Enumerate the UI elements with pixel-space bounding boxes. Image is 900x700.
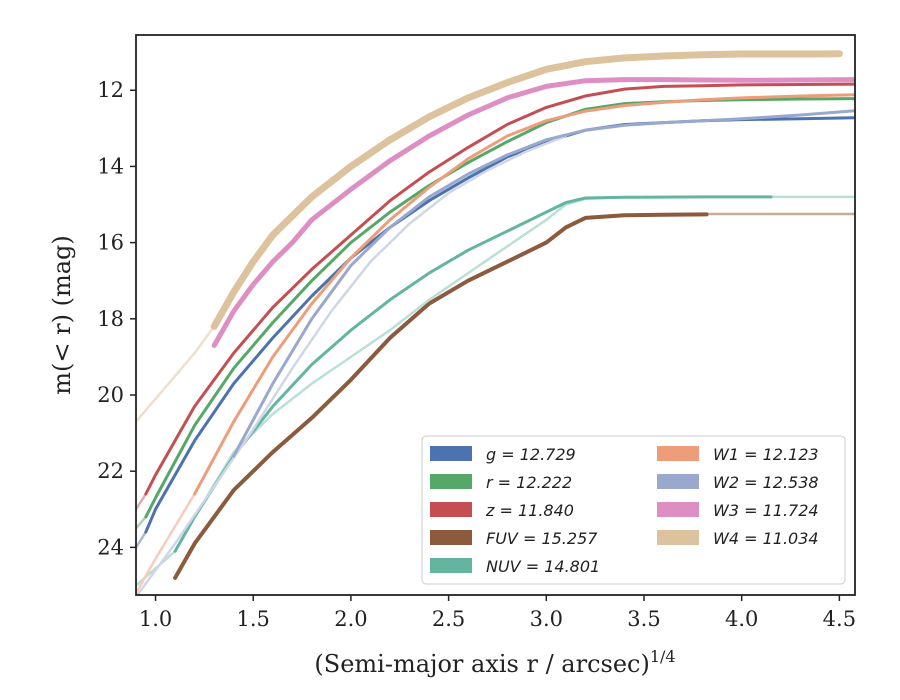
- legend-label: W3 = 11.724: [713, 501, 819, 520]
- series-line-8: [210, 50, 843, 330]
- legend-label: z = 11.840: [485, 501, 574, 520]
- series-line-faint-5: [136, 492, 196, 595]
- series-line-2: [144, 82, 855, 496]
- x-tick-label: 3.0: [530, 607, 563, 631]
- legend-label: r = 12.222: [486, 473, 572, 492]
- x-tick-label: 2.5: [432, 607, 465, 631]
- legend-swatch: [430, 474, 472, 489]
- y-axis-label: m(< r) (mag): [48, 235, 76, 394]
- legend-swatch: [430, 530, 472, 545]
- series-layer: [136, 50, 855, 595]
- series-line-faint-2: [136, 492, 148, 511]
- legend-swatch: [657, 446, 699, 461]
- legend-label: W2 = 12.538: [713, 473, 819, 492]
- x-tick-label: 1.5: [237, 607, 270, 631]
- y-tick-label: 24: [97, 535, 124, 559]
- legend-label: FUV = 15.257: [486, 529, 598, 548]
- y-tick-label: 14: [97, 154, 124, 178]
- x-tick-label: 3.5: [627, 607, 660, 631]
- y-tick-label: 18: [97, 307, 124, 331]
- legend-swatch: [657, 502, 699, 517]
- legend-label: g = 12.729: [486, 445, 576, 464]
- series-line-6: [232, 109, 855, 458]
- series-line-5: [193, 93, 855, 496]
- legend-label: W1 = 12.123: [713, 445, 819, 464]
- legend-swatch: [430, 558, 472, 573]
- series-line-faint-6: [136, 134, 568, 595]
- legend-frame: [421, 435, 846, 585]
- series-line-faint-8: [136, 325, 216, 423]
- y-tick-label: 20: [97, 383, 124, 407]
- y-tick-label: 22: [97, 459, 124, 483]
- series-line-faint-0: [136, 530, 148, 549]
- x-tick-label: 1.0: [139, 607, 172, 631]
- legend-swatch: [657, 474, 699, 489]
- x-tick-label: 4.0: [725, 607, 758, 631]
- legend-swatch: [430, 502, 472, 517]
- y-tick-label: 16: [97, 231, 124, 255]
- x-axis-label: (Semi-major axis r / arcsec)1/4: [314, 647, 675, 678]
- y-tick-label: 12: [97, 78, 124, 102]
- legend-swatch: [430, 446, 472, 461]
- legend-swatch: [657, 530, 699, 545]
- series-line-3: [173, 212, 709, 580]
- series-line-faint-1: [136, 515, 148, 530]
- axis-ticks: 1.0 1.5 2.0 2.5 3.0 3.5 4.0 4.5 12 14 16 18 20 22 24: [97, 78, 856, 631]
- x-tick-label: 4.5: [823, 607, 856, 631]
- legend-label: NUV = 14.801: [486, 557, 600, 576]
- x-tick-label: 2.0: [334, 607, 367, 631]
- series-line-7: [211, 77, 855, 348]
- legend: g = 12.729 r = 12.222 z = 11.840 FUV = 15.2…: [421, 435, 846, 585]
- legend-label: W4 = 11.034: [713, 529, 819, 548]
- plot-frame: [135, 34, 856, 596]
